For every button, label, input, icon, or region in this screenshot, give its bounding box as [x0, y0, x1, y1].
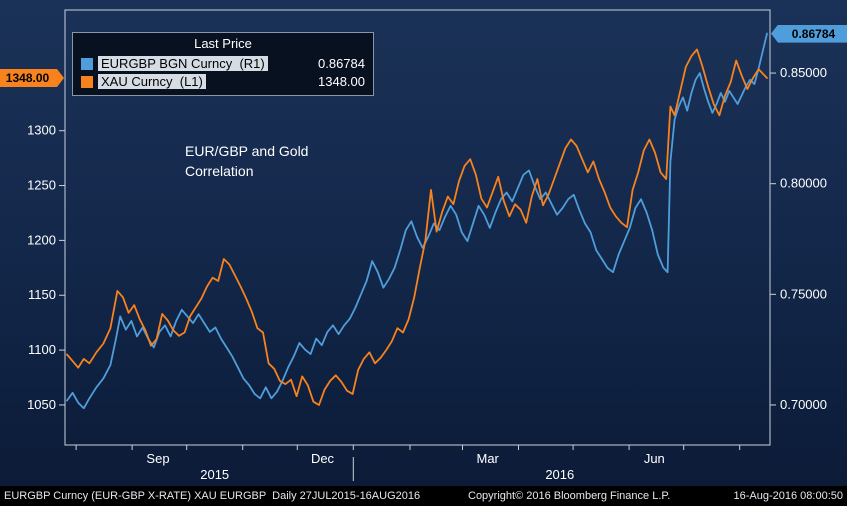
x-axis-month-label: Sep: [146, 451, 169, 466]
x-axis-month-label: Dec: [311, 451, 335, 466]
y-axis-right-tick-label: 0.70000: [780, 397, 827, 412]
x-axis-year-label: 2016: [545, 467, 574, 482]
gold-last-value: 1348.00: [318, 74, 365, 89]
y-axis-left-tick-label: 1200: [27, 232, 56, 247]
x-axis-year-label: 2015: [200, 467, 229, 482]
copyright-text: Copyright© 2016 Bloomberg Finance L.P.: [468, 490, 671, 502]
series-line-gold: [66, 48, 768, 406]
y-axis-left-tick-label: 1150: [28, 287, 56, 302]
eurgbp-last-value: 0.86784: [318, 56, 365, 71]
eurgbp-last-price-badge: 0.86784: [771, 24, 847, 43]
status-bar: EURGBP Curncy (EUR-GBP X-RATE) XAU EURGB…: [0, 486, 847, 506]
y-axis-left-tick-label: 1100: [28, 342, 56, 357]
gold-series-label: XAU Curncy (L1): [98, 74, 206, 89]
y-axis-left-tick-label: 1050: [27, 397, 56, 412]
gold-last-price-badge: 1348.00: [0, 69, 64, 87]
legend-row-gold[interactable]: XAU Curncy (L1) 1348.00: [81, 74, 365, 89]
chart-canvas[interactable]: 1050 1100 1150 1200 1250 1300 0.70000 0.75000 0.…: [0, 0, 847, 486]
y-axis-right-tick-label: 0.75000: [780, 286, 827, 301]
x-axis-month-label: Jun: [644, 451, 665, 466]
eurgbp-series-swatch: [81, 57, 93, 70]
eurgbp-series-label: EURGBP BGN Curncy (R1): [98, 56, 268, 71]
gold-series-swatch: [81, 75, 93, 88]
y-axis-right-tick-label: 0.80000: [780, 176, 827, 191]
y-axis-right-tick-label: 0.85000: [780, 65, 827, 80]
chart-description: EURGBP Curncy (EUR-GBP X-RATE) XAU EURGB…: [4, 490, 421, 502]
legend: Last Price EURGBP BGN Curncy (R1) 0.8678…: [72, 32, 374, 96]
timestamp: 16-Aug-2016 08:00:50: [733, 490, 843, 502]
x-axis-month-label: Mar: [477, 451, 500, 466]
y-axis-left-tick-label: 1300: [27, 123, 56, 138]
y-axis-left-tick-label: 1250: [27, 178, 56, 193]
chart-annotation: EUR/GBP and Gold Correlation: [185, 143, 309, 179]
legend-title: Last Price: [194, 36, 252, 51]
legend-row-eurgbp[interactable]: EURGBP BGN Curncy (R1) 0.86784: [81, 56, 365, 71]
plot-frame: [64, 9, 771, 446]
